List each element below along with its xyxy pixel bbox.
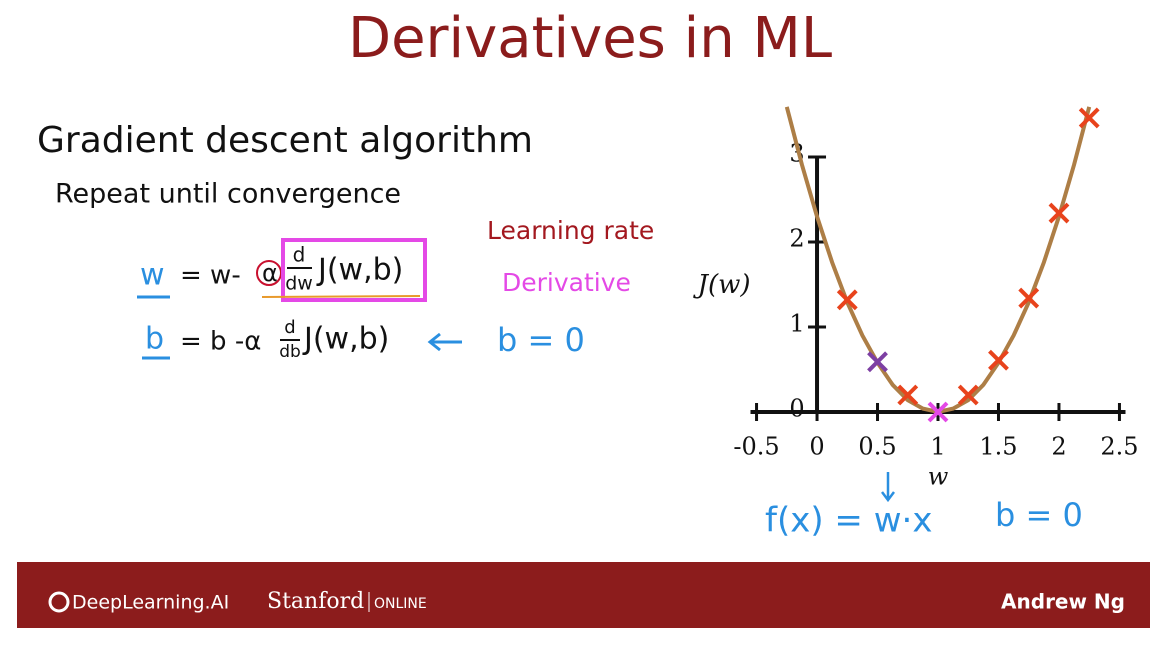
learning-rate-label: Learning rate — [487, 216, 654, 245]
point — [988, 349, 1009, 371]
cost-curve — [784, 106, 1092, 415]
x-tick-label: 1 — [930, 433, 945, 461]
b-zero: b = 0 — [497, 321, 585, 359]
model: f(x) = w·x — [765, 501, 932, 541]
x-tick-label: 0.5 — [858, 433, 896, 461]
arrow — [881, 472, 895, 503]
eq-lhs: w — [140, 258, 165, 293]
x-tick-label: 1.5 — [979, 433, 1017, 461]
point — [1048, 202, 1070, 224]
underline — [261, 295, 421, 298]
y-tick-label: 1 — [789, 310, 804, 338]
subtitle: Gradient descent algorithm — [37, 120, 533, 161]
x-tick-label: -0.5 — [733, 433, 779, 461]
slide-title: Derivatives in ML — [348, 6, 832, 71]
y-tick-label: 0 — [789, 395, 804, 423]
point — [867, 351, 888, 373]
derivative-label: Derivative — [502, 268, 631, 297]
point — [957, 384, 979, 406]
brand: DeepLearning.AI — [72, 592, 229, 614]
x-tick-label: 2.5 — [1100, 433, 1138, 461]
online: ONLINE — [374, 596, 427, 612]
y-axis-label: J(w) — [693, 270, 751, 300]
point — [897, 384, 919, 406]
point — [1078, 107, 1100, 129]
arrow — [427, 332, 462, 352]
step: Repeat until convergence — [55, 179, 401, 210]
frac-den: dw — [285, 273, 313, 295]
university: Stanford — [267, 589, 364, 614]
b-zero: b = 0 — [995, 496, 1083, 534]
point — [927, 401, 949, 423]
point — [836, 289, 858, 311]
footer-band — [17, 562, 1150, 628]
eq-cost: J(w,b) — [302, 322, 389, 357]
instructor: Andrew Ng — [1001, 590, 1125, 614]
x-tick-label: 2 — [1051, 433, 1066, 461]
frac-den: db — [279, 342, 301, 362]
point — [1018, 287, 1040, 309]
y-tick-label: 2 — [789, 225, 804, 253]
eq-alpha: α — [262, 259, 278, 287]
eq-cost: J(w,b) — [316, 253, 403, 288]
x-tick-label: 0 — [809, 433, 824, 461]
x-axis-label: w — [928, 463, 949, 491]
frac-num: d — [293, 243, 306, 267]
frac-num: d — [284, 317, 295, 338]
eq-lhs: b — [145, 322, 164, 357]
logo — [48, 591, 70, 613]
eq-rhs: = b -α — [180, 327, 261, 357]
derivative-box — [281, 238, 427, 302]
eq-rhs: = w- — [180, 261, 241, 291]
